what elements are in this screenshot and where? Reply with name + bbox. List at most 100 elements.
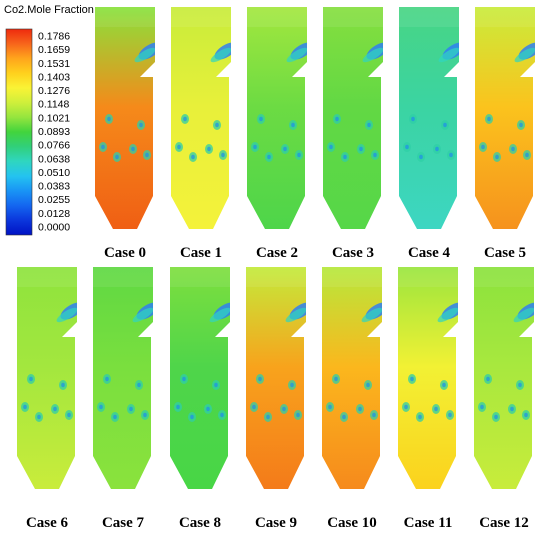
eddy-core [518, 382, 522, 388]
eddy-core [191, 154, 195, 160]
eddy-core [442, 382, 446, 388]
eddy-core [259, 116, 263, 122]
eddy-core [131, 146, 135, 152]
eddy-core [139, 122, 143, 128]
eddy-core [329, 144, 333, 150]
eddy-core [67, 412, 71, 418]
low-co2-region [362, 47, 383, 63]
upper-zone [474, 267, 534, 287]
eddy-core [511, 146, 515, 152]
case-label: Case 3 [332, 245, 374, 261]
eddy-core [296, 412, 300, 418]
low-co2-region [56, 307, 77, 323]
case-panel: Case 3 [323, 7, 383, 261]
case-label: Case 12 [479, 515, 529, 531]
low-co2-region [513, 307, 534, 323]
case-panel: Case 2 [247, 7, 307, 261]
case-panel: Case 11 [398, 267, 458, 531]
upper-zone [17, 267, 77, 287]
legend-tick-label: 0.1659 [38, 44, 70, 56]
eddy-core [334, 376, 338, 382]
eddy-core [410, 376, 414, 382]
contour-field [322, 267, 382, 489]
eddy-core [283, 146, 287, 152]
eddy-core [297, 152, 301, 158]
legend-tick-label: 0.0000 [38, 222, 70, 234]
low-co2-region [132, 307, 153, 323]
low-co2-region [361, 307, 382, 323]
eddy-core [359, 146, 363, 152]
eddy-core [37, 414, 41, 420]
eddy-core [107, 116, 111, 122]
legend-tick-label: 0.1021 [38, 112, 70, 124]
eddy-core [206, 406, 210, 412]
case-panel: Case 12 [474, 267, 534, 531]
eddy-core [53, 406, 57, 412]
case-panels: Case 0 Case 1 Case 2 Case 3 Case 4 Case 5 Case… [17, 7, 535, 531]
legend-tick-label: 0.0893 [38, 126, 70, 138]
eddy-core [99, 404, 103, 410]
case-panel: Case 0 [95, 7, 155, 261]
eddy-core [61, 382, 65, 388]
contour-field [323, 7, 383, 229]
case-label: Case 5 [484, 245, 526, 261]
eddy-core [495, 154, 499, 160]
eddy-core [358, 406, 362, 412]
case-panel: Case 7 [93, 267, 153, 531]
eddy-core [252, 404, 256, 410]
low-co2-region [437, 307, 458, 323]
contour-field [247, 7, 307, 229]
upper-zone [171, 7, 231, 27]
eddy-core [524, 412, 528, 418]
low-co2-region [134, 47, 155, 63]
case-panel: Case 6 [17, 267, 77, 531]
case-label: Case 9 [255, 515, 297, 531]
eddy-core [266, 414, 270, 420]
eddy-core [282, 406, 286, 412]
eddy-core [448, 412, 452, 418]
eddy-core [23, 404, 27, 410]
eddy-core [101, 144, 105, 150]
eddy-core [525, 152, 529, 158]
eddy-core [29, 376, 33, 382]
low-co2-region [210, 47, 231, 63]
eddy-core [372, 412, 376, 418]
case-panel: Case 10 [322, 267, 382, 531]
low-co2-region [286, 47, 307, 63]
eddy-core [419, 154, 423, 160]
eddy-core [207, 146, 211, 152]
legend-tick-label: 0.0638 [38, 153, 70, 165]
eddy-core [182, 376, 186, 382]
eddy-core [519, 122, 523, 128]
contour-field [95, 7, 155, 229]
eddy-core [221, 152, 225, 158]
legend-tick-label: 0.1531 [38, 58, 70, 70]
case-label: Case 4 [408, 245, 451, 261]
eddy-core [487, 116, 491, 122]
eddy-core [129, 406, 133, 412]
eddy-core [343, 154, 347, 160]
eddy-core [449, 152, 453, 158]
contour-field [399, 7, 459, 229]
colorbar [5, 28, 33, 236]
eddy-core [183, 116, 187, 122]
legend-tick-label: 0.1276 [38, 85, 70, 97]
eddy-core [335, 116, 339, 122]
eddy-core [443, 122, 447, 128]
eddy-core [220, 412, 224, 418]
eddy-core [404, 404, 408, 410]
case-label: Case 6 [26, 515, 69, 531]
eddy-core [115, 154, 119, 160]
eddy-core [481, 144, 485, 150]
eddy-core [143, 412, 147, 418]
case-label: Case 0 [104, 245, 146, 261]
legend-tick-label: 0.0128 [38, 208, 70, 220]
upper-zone [170, 267, 230, 287]
contour-field [17, 267, 77, 489]
upper-zone [399, 7, 459, 27]
eddy-core [367, 122, 371, 128]
eddy-core [253, 144, 257, 150]
case-label: Case 11 [404, 515, 453, 531]
